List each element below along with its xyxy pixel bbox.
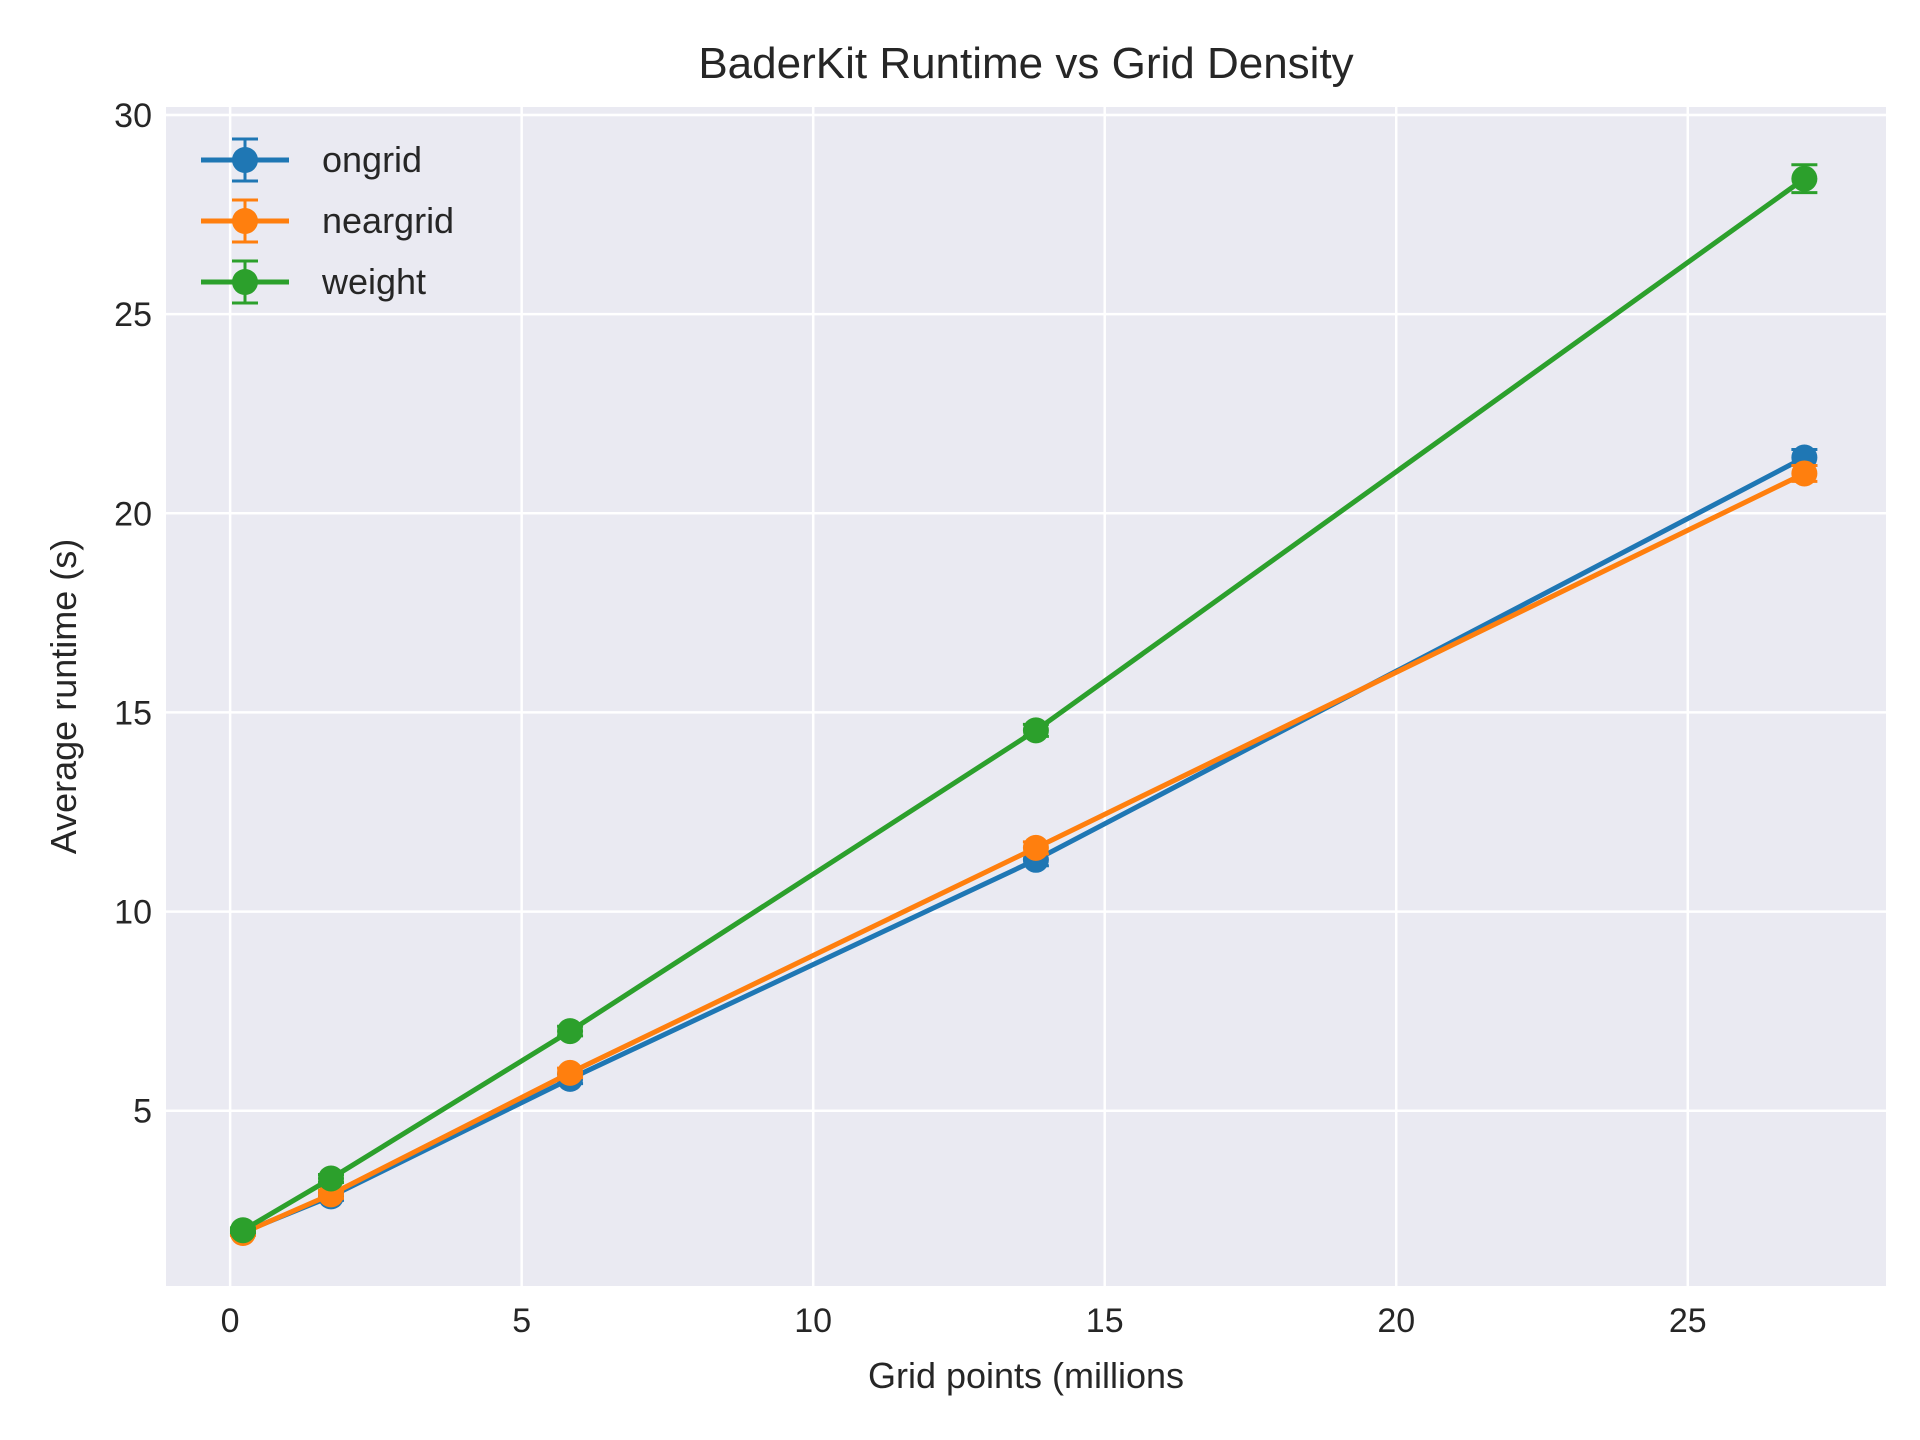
legend-label: weight [321,261,426,302]
legend-marker [232,147,258,173]
grid-lines [166,107,1886,1286]
plot-area [166,107,1886,1286]
series-weight [229,163,1818,1244]
data-point-weight [1022,717,1049,744]
x-tick-label: 0 [221,1302,240,1340]
legend-marker [232,269,258,295]
y-tick-label: 30 [114,97,152,135]
chart-title: BaderKit Runtime vs Grid Density [698,39,1353,88]
legend: ongrid neargrid weight [201,137,454,305]
legend-label: ongrid [322,139,422,180]
data-point-neargrid [1022,834,1049,861]
data-point-weight [229,1217,256,1244]
x-tick-label: 20 [1377,1302,1415,1340]
y-axis-ticks: 5 10 15 20 25 30 [114,97,152,1131]
x-tick-label: 5 [512,1302,531,1340]
legend-marker [232,208,258,234]
legend-item-neargrid: neargrid [201,198,454,244]
x-tick-label: 10 [794,1302,832,1340]
y-tick-label: 10 [114,894,152,932]
y-tick-label: 20 [114,495,152,533]
data-point-neargrid [1791,460,1818,487]
y-tick-label: 5 [133,1093,152,1131]
x-tick-label: 15 [1086,1302,1124,1340]
data-point-neargrid [557,1059,584,1086]
data-point-weight [1791,165,1818,192]
legend-item-weight: weight [201,259,426,305]
series-layer [229,163,1818,1247]
data-point-weight [557,1018,584,1045]
y-tick-label: 25 [114,296,152,334]
x-axis-ticks: 0 5 10 15 20 25 [221,1302,1707,1340]
x-tick-label: 25 [1669,1302,1707,1340]
legend-label: neargrid [322,200,454,241]
y-axis-label: Average runtime (s) [43,539,84,854]
y-tick-label: 15 [114,694,152,732]
x-axis-label: Grid points (millions [868,1355,1184,1396]
legend-item-ongrid: ongrid [201,137,422,183]
data-point-weight [318,1165,345,1192]
